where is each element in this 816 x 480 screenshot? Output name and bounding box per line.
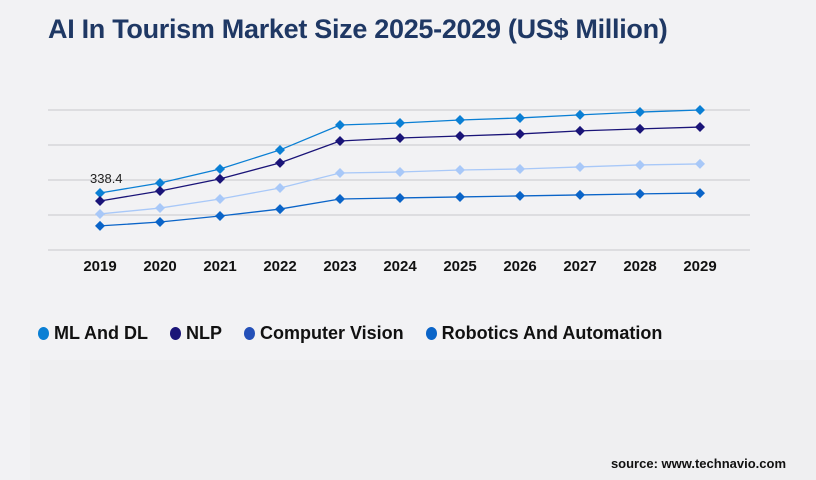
series-nlp: [95, 122, 705, 206]
data-label: 338.4: [90, 171, 123, 186]
x-tick-label: 2019: [83, 258, 116, 275]
data-point: [635, 123, 645, 134]
data-point: [695, 188, 705, 199]
legend: ML And DL NLP Computer Vision Robotics And …: [38, 323, 662, 344]
data-point: [215, 163, 225, 174]
data-point: [395, 167, 405, 178]
data-point: [215, 210, 225, 221]
x-tick-label: 2027: [563, 258, 596, 275]
legend-marker-icon: [425, 327, 437, 340]
legend-label: Computer Vision: [259, 323, 404, 343]
data-point: [575, 109, 585, 120]
series-robotics-and-automation: [95, 188, 705, 231]
data-point: [455, 164, 465, 175]
data-point: [575, 189, 585, 200]
x-tick-label: 2020: [143, 258, 176, 275]
data-point: [395, 132, 405, 143]
data-point: [515, 128, 525, 139]
legend-item: ML And DL: [38, 323, 148, 344]
data-point: [335, 168, 345, 179]
x-tick-label: 2024: [383, 258, 417, 275]
legend-item: Computer Vision: [243, 323, 404, 344]
data-point: [635, 107, 645, 118]
chart-title: AI In Tourism Market Size 2025-2029 (US$…: [48, 14, 668, 44]
legend-label: ML And DL: [54, 323, 148, 343]
data-point: [455, 114, 465, 125]
source-label: source: www.technavio.com: [610, 456, 786, 471]
data-point: [275, 183, 285, 194]
data-point: [95, 195, 105, 206]
data-point: [515, 163, 525, 174]
data-point: [335, 136, 345, 147]
x-tick-label: 2022: [263, 258, 296, 275]
data-point: [275, 144, 285, 155]
legend-item: Robotics And Automation: [425, 323, 663, 344]
data-point: [695, 105, 705, 116]
data-point: [215, 193, 225, 204]
x-tick-label: 2029: [683, 258, 716, 275]
data-point: [95, 220, 105, 231]
legend-marker-icon: [38, 327, 49, 340]
legend-label: NLP: [185, 323, 222, 343]
data-point: [155, 203, 165, 214]
data-point: [155, 177, 165, 188]
data-point: [155, 217, 165, 228]
data-point: [395, 117, 405, 128]
data-point: [215, 173, 225, 184]
data-point: [335, 193, 345, 204]
data-point: [635, 159, 645, 170]
data-point: [695, 158, 705, 169]
data-point: [275, 157, 285, 168]
data-point: [455, 130, 465, 141]
data-point: [575, 161, 585, 172]
data-point: [455, 191, 465, 202]
series-computer-vision: [95, 158, 705, 219]
data-point: [635, 188, 645, 199]
x-tick-label: 2025: [443, 258, 476, 275]
data-point: [695, 122, 705, 133]
data-point: [515, 190, 525, 201]
data-point: [155, 186, 165, 197]
data-point: [95, 208, 105, 219]
background-panel: [30, 360, 816, 480]
legend-marker-icon: [243, 327, 255, 340]
data-point: [275, 204, 285, 215]
x-tick-label: 2028: [623, 258, 656, 275]
data-point: [95, 188, 105, 198]
data-point: [335, 120, 345, 131]
data-point: [575, 125, 585, 136]
legend-item: NLP: [169, 323, 222, 344]
series-ml-and-dl: [95, 105, 705, 198]
line-chart: 2019 2020 2021 2022 2023 2024 2025 2026 2027 2028…: [48, 105, 750, 275]
x-tick-label: 2023: [323, 258, 356, 275]
data-point: [395, 192, 405, 203]
x-tick-label: 2021: [203, 258, 236, 275]
x-tick-label: 2026: [503, 258, 536, 275]
legend-marker-icon: [169, 327, 181, 340]
data-point: [515, 112, 525, 123]
legend-label: Robotics And Automation: [441, 323, 663, 343]
